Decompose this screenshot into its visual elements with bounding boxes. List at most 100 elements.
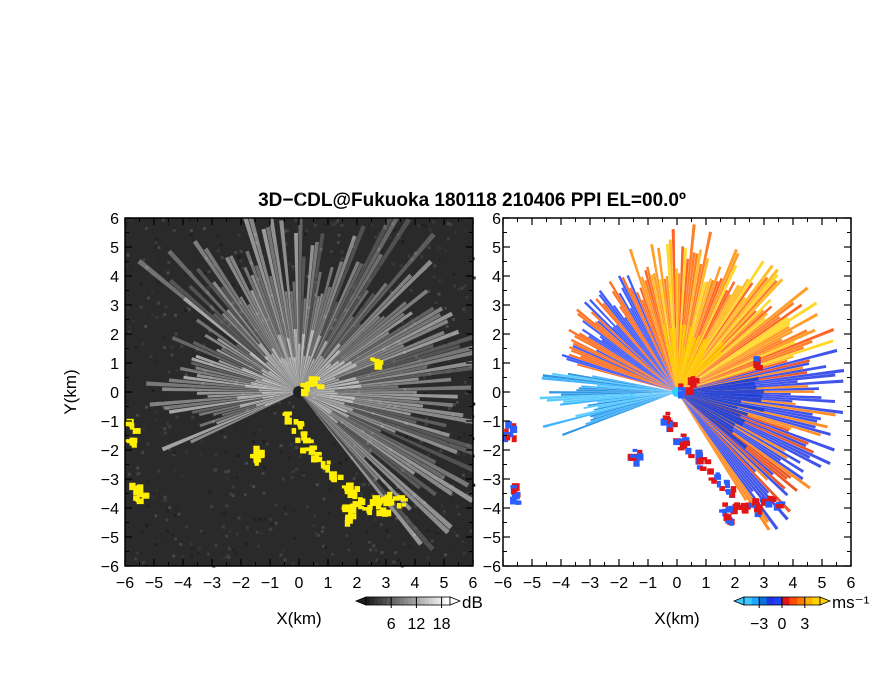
noise-cell [457, 288, 461, 292]
velocity-beam [592, 392, 677, 419]
noise-cell [189, 542, 193, 546]
noise-cell [203, 271, 207, 275]
noise-cell [411, 257, 415, 261]
noise-cell [225, 477, 229, 481]
noise-cell [373, 478, 377, 482]
noise-cell [424, 224, 428, 228]
reflectivity-beam-core [299, 380, 360, 392]
noise-cell [326, 364, 330, 368]
noise-cell [435, 516, 439, 520]
noise-cell [340, 250, 344, 254]
noise-cell [219, 430, 223, 434]
noise-cell [227, 469, 231, 473]
flagged-echo [362, 507, 370, 511]
flagged-echo [309, 450, 316, 454]
noise-cell [233, 351, 237, 355]
noise-cell [420, 255, 424, 259]
noise-cell [319, 247, 323, 251]
velocity-beam [590, 392, 677, 422]
noise-cell [367, 503, 371, 507]
noise-cell [189, 229, 193, 233]
noise-cell [453, 367, 457, 371]
noise-cell [134, 557, 138, 561]
noise-cell [279, 444, 283, 448]
velocity-beam-core [677, 392, 742, 418]
noise-cell [313, 293, 317, 297]
noise-cell [248, 560, 252, 564]
reflectivity-beam [299, 235, 357, 392]
noise-cell [384, 461, 388, 465]
noise-cell [314, 223, 318, 227]
x-tick-label: 1 [702, 575, 711, 592]
y-tick-label: 0 [492, 385, 501, 402]
noise-cell [411, 373, 415, 377]
noise-cell [238, 265, 242, 269]
reflectivity-beam-core [299, 355, 311, 392]
noise-cell [169, 345, 173, 349]
noise-cell [370, 454, 374, 458]
velocity-beam [677, 278, 750, 392]
noise-cell [333, 318, 337, 322]
noise-cell [426, 529, 430, 533]
noise-cell [201, 531, 205, 535]
velocity-edge-echo [627, 453, 633, 461]
velocity-beam [561, 353, 677, 392]
noise-cell [323, 223, 327, 227]
noise-cell [224, 555, 228, 559]
x-tick-label: 5 [440, 575, 449, 592]
noise-cell [347, 443, 351, 447]
velocity-beam [677, 392, 786, 490]
noise-cell [236, 454, 240, 458]
noise-cell [195, 348, 199, 352]
noise-cell [450, 492, 454, 496]
reflectivity-beam [161, 392, 299, 452]
velocity-edge-echo [725, 506, 733, 513]
noise-cell [256, 351, 260, 355]
flagged-echo [320, 461, 326, 467]
noise-cell [161, 218, 165, 222]
velocity-edge-echo [771, 496, 777, 503]
reflectivity-beam [299, 256, 306, 392]
reflectivity-beam [239, 205, 299, 392]
x-tick-label: 6 [847, 575, 856, 592]
y-tick-label: 5 [492, 240, 501, 257]
noise-cell [357, 254, 361, 258]
noise-cell [333, 308, 337, 312]
y-tick-label: 0 [110, 385, 119, 402]
colorbar-max-arrow [819, 596, 832, 606]
noise-cell [214, 468, 218, 472]
noise-cell [352, 324, 356, 328]
noise-cell [318, 372, 322, 376]
noise-cell [352, 285, 356, 289]
noise-cell [262, 491, 266, 495]
x-tick-label: 0 [673, 575, 682, 592]
noise-cell [154, 241, 158, 245]
noise-cell [366, 441, 370, 445]
noise-cell [421, 223, 425, 227]
velocity-beam [677, 392, 769, 481]
noise-cell [440, 331, 444, 335]
noise-cell [238, 301, 242, 305]
reflectivity-beam [299, 392, 447, 428]
noise-cell [322, 497, 326, 501]
velocity-beam-core [677, 389, 764, 394]
noise-cell [289, 443, 293, 447]
colorbar-swatch [789, 597, 798, 605]
noise-cell [364, 406, 368, 410]
flagged-echo [300, 447, 307, 454]
velocity-beam-core [662, 324, 677, 392]
velocity-edge-echo [637, 453, 644, 461]
noise-cell [213, 311, 217, 315]
velocity-beam-core [677, 336, 694, 392]
velocity-beam-core [677, 392, 763, 398]
noise-cell [414, 526, 418, 530]
noise-cell [421, 390, 425, 394]
noise-cell [381, 480, 385, 484]
reflectivity-beam [188, 284, 299, 392]
velocity-beam [576, 363, 677, 392]
flagged-echo [127, 439, 132, 444]
reflectivity-beam [299, 392, 382, 433]
noise-cell [281, 549, 285, 553]
noise-cell [330, 517, 334, 521]
noise-cell [352, 237, 356, 241]
